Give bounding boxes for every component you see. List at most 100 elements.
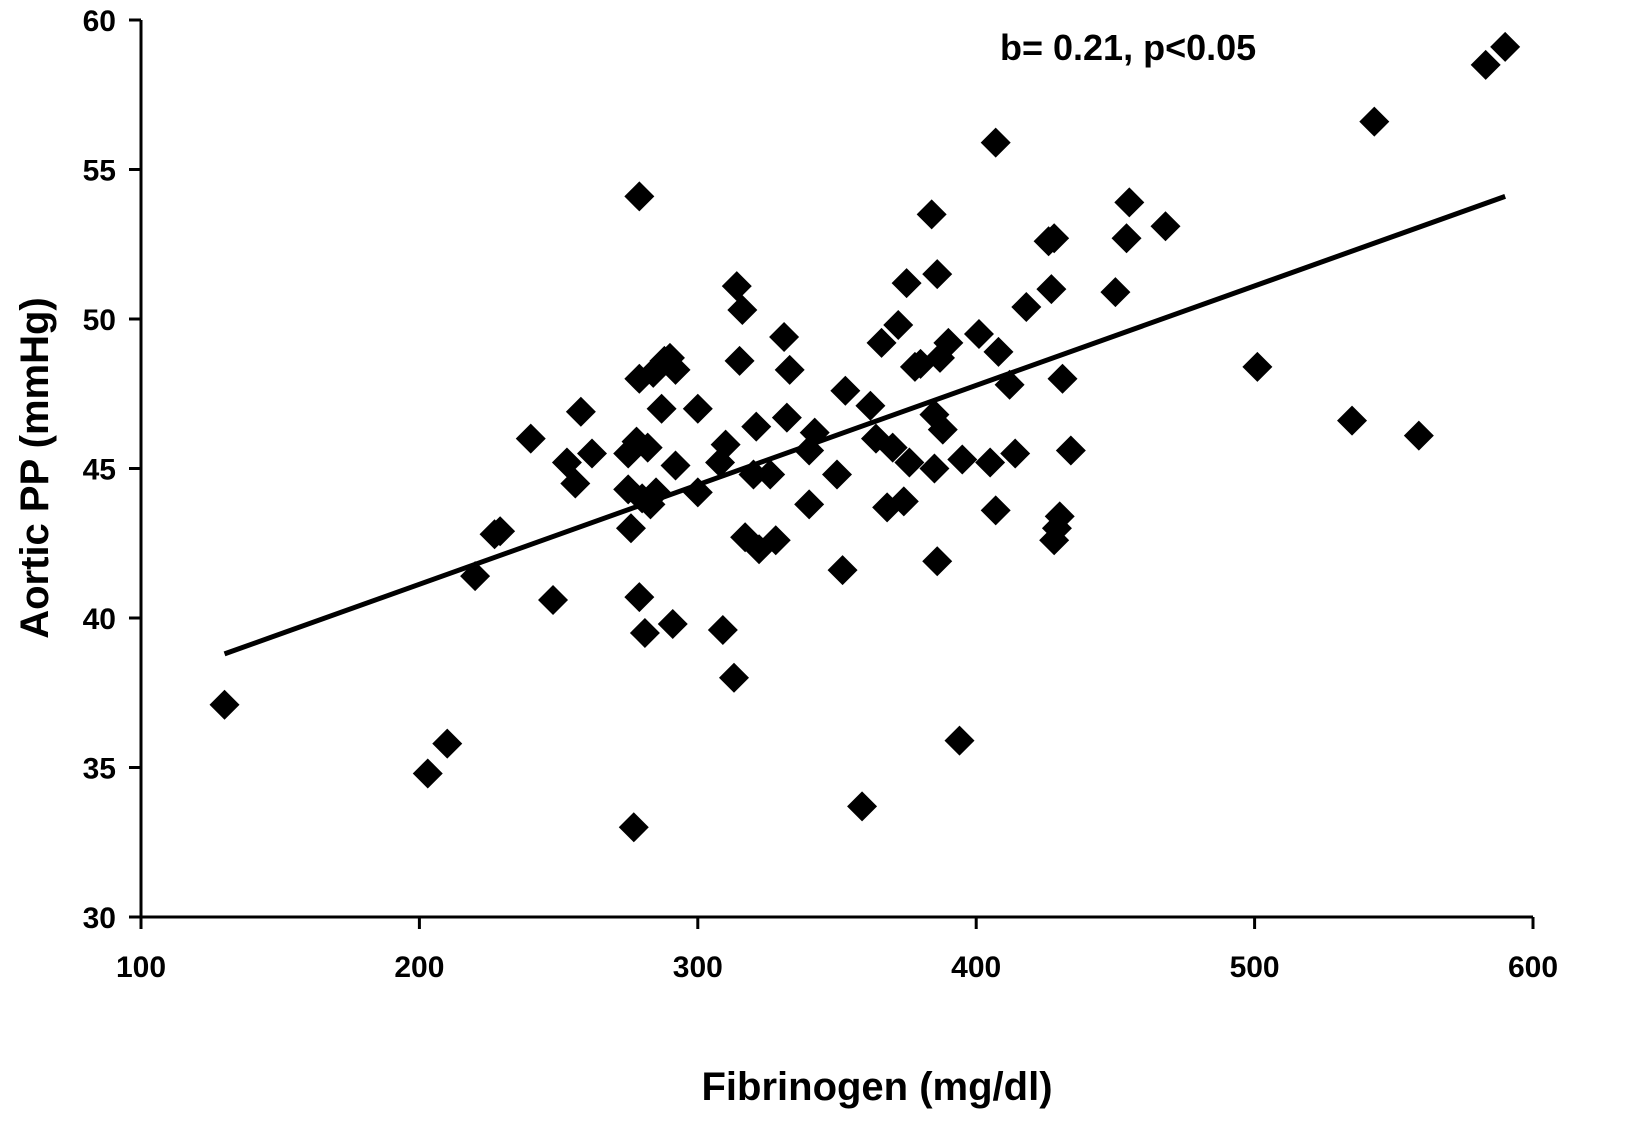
data-point — [727, 295, 758, 326]
data-points — [209, 31, 1521, 843]
x-axis-title: Fibrinogen (mg/dl) — [701, 1065, 1052, 1109]
data-point — [799, 417, 830, 448]
data-point — [710, 429, 741, 460]
data-point — [538, 585, 569, 616]
data-point — [866, 327, 897, 358]
data-point — [660, 354, 691, 385]
data-point — [963, 318, 994, 349]
y-tick-label: 35 — [83, 753, 116, 786]
data-point — [412, 758, 443, 789]
y-tick-label: 40 — [83, 603, 116, 636]
data-point — [485, 516, 516, 547]
data-point — [721, 271, 752, 302]
y-axis-title: Aortic PP (mmHg) — [13, 297, 57, 639]
data-point — [707, 614, 738, 645]
data-point — [1000, 438, 1031, 469]
y-axis: 30 35 40 45 50 55 60 — [83, 5, 143, 935]
x-tick-label: 400 — [951, 951, 1001, 984]
data-point — [1055, 435, 1086, 466]
data-point — [1359, 106, 1390, 137]
data-point — [632, 432, 663, 463]
data-point — [822, 459, 852, 490]
data-point — [615, 513, 646, 544]
y-tick-label: 45 — [83, 454, 116, 487]
data-point — [827, 555, 858, 586]
data-point — [877, 432, 908, 463]
data-point — [1490, 31, 1521, 62]
data-point — [624, 582, 655, 613]
y-tick-label: 60 — [83, 5, 116, 38]
data-point — [1337, 405, 1368, 436]
x-tick-label: 100 — [116, 951, 166, 984]
data-point — [794, 489, 825, 520]
x-axis: 100 200 300 400 500 600 — [116, 915, 1558, 984]
data-point — [755, 459, 786, 490]
data-point — [629, 617, 660, 648]
data-point — [975, 447, 1006, 478]
data-point — [1470, 49, 1501, 80]
stat-annotation: b= 0.21, p<0.05 — [1000, 27, 1256, 68]
data-point — [724, 345, 755, 376]
data-point — [1047, 363, 1078, 394]
data-point — [883, 309, 914, 340]
data-point — [738, 459, 769, 490]
data-point — [577, 438, 608, 469]
data-point — [847, 791, 878, 822]
data-point — [830, 375, 861, 406]
trendline — [223, 194, 1507, 657]
data-point — [944, 725, 975, 756]
y-tick-label: 30 — [83, 902, 116, 935]
data-point — [760, 525, 791, 556]
data-point — [657, 608, 688, 639]
data-point — [1150, 211, 1181, 242]
data-point — [646, 393, 677, 424]
data-point — [682, 393, 713, 424]
x-tick-label: 500 — [1230, 951, 1280, 984]
data-point — [1114, 187, 1145, 218]
data-point — [1403, 420, 1434, 451]
data-point — [1039, 223, 1070, 254]
y-tick-label: 55 — [83, 155, 116, 188]
data-point — [560, 468, 591, 499]
data-point — [1111, 223, 1142, 254]
y-tick-label: 50 — [83, 304, 116, 337]
data-point — [894, 447, 925, 478]
data-point — [718, 662, 749, 693]
data-point — [1036, 274, 1067, 305]
data-point — [432, 728, 463, 759]
data-point — [618, 812, 649, 843]
data-point — [919, 453, 950, 484]
data-point — [1242, 351, 1273, 382]
data-point — [888, 486, 919, 517]
data-point — [927, 414, 958, 445]
data-point — [515, 423, 546, 454]
data-point — [980, 127, 1011, 158]
data-point — [624, 181, 655, 212]
data-point — [660, 450, 691, 481]
data-point — [933, 327, 964, 358]
data-point — [1011, 292, 1042, 323]
data-point — [922, 546, 953, 577]
x-tick-label: 300 — [673, 951, 723, 984]
x-tick-label: 600 — [1508, 951, 1558, 984]
data-point — [565, 396, 596, 427]
data-point — [916, 199, 947, 230]
data-point — [460, 561, 491, 592]
data-point — [769, 321, 800, 352]
data-point — [209, 689, 240, 720]
data-point — [980, 495, 1011, 526]
data-point — [741, 411, 772, 442]
data-point — [947, 444, 978, 475]
trendline-group — [223, 194, 1507, 657]
data-point — [983, 336, 1014, 367]
data-point — [922, 259, 953, 290]
data-point — [891, 268, 922, 299]
data-point — [1044, 501, 1075, 532]
data-point — [994, 369, 1025, 400]
data-point — [855, 390, 886, 421]
data-point — [771, 402, 802, 433]
data-point — [1100, 277, 1131, 308]
x-tick-label: 200 — [394, 951, 444, 984]
data-point — [682, 477, 713, 508]
